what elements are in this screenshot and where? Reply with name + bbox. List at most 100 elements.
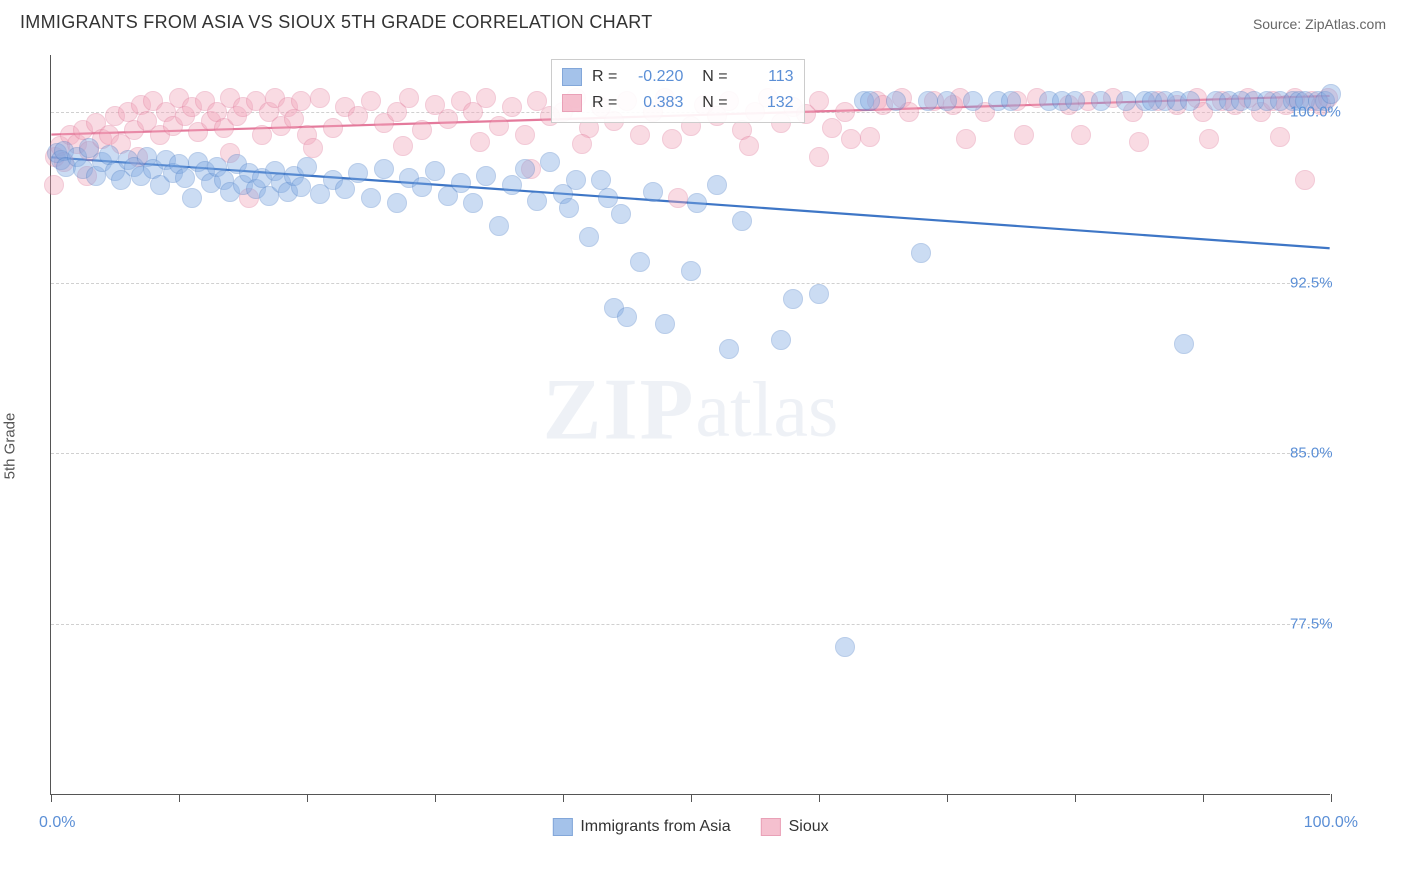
data-point	[591, 170, 611, 190]
data-point	[502, 175, 522, 195]
data-point	[579, 227, 599, 247]
data-point	[630, 252, 650, 272]
data-point	[1014, 125, 1034, 145]
data-point	[662, 129, 682, 149]
data-point	[1295, 170, 1315, 190]
data-point	[809, 147, 829, 167]
data-point	[348, 106, 368, 126]
data-point	[1001, 91, 1021, 111]
data-point	[335, 179, 355, 199]
y-axis-label: 5th Grade	[2, 413, 19, 480]
data-point	[956, 129, 976, 149]
legend-item-blue: Immigrants from Asia	[552, 818, 730, 836]
data-point	[476, 166, 496, 186]
x-tick	[819, 794, 820, 802]
legend: Immigrants from Asia Sioux	[552, 818, 828, 836]
x-tick	[947, 794, 948, 802]
data-point	[303, 138, 323, 158]
data-point	[655, 314, 675, 334]
swatch-blue	[552, 818, 572, 836]
data-point	[937, 91, 957, 111]
data-point	[476, 88, 496, 108]
data-point	[1116, 91, 1136, 111]
data-point	[297, 157, 317, 177]
stats-swatch-pink	[562, 94, 582, 112]
data-point	[175, 168, 195, 188]
data-point	[323, 118, 343, 138]
data-point	[771, 330, 791, 350]
gridline	[51, 283, 1330, 284]
data-point	[732, 211, 752, 231]
y-tick-label: 92.5%	[1290, 274, 1333, 291]
data-point	[630, 125, 650, 145]
data-point	[809, 91, 829, 111]
data-point	[470, 132, 490, 152]
x-tick	[51, 794, 52, 802]
watermark: ZIPatlas	[543, 359, 839, 460]
swatch-pink	[761, 818, 781, 836]
x-tick	[1203, 794, 1204, 802]
data-point	[911, 243, 931, 263]
data-point	[438, 109, 458, 129]
data-point	[681, 261, 701, 281]
data-point	[1065, 91, 1085, 111]
x-tick	[307, 794, 308, 802]
data-point	[1321, 84, 1341, 104]
data-point	[393, 136, 413, 156]
data-point	[489, 216, 509, 236]
data-point	[1199, 129, 1219, 149]
chart-source: Source: ZipAtlas.com	[1253, 16, 1386, 32]
gridline	[51, 624, 1330, 625]
data-point	[489, 116, 509, 136]
data-point	[425, 161, 445, 181]
data-point	[617, 307, 637, 327]
data-point	[643, 182, 663, 202]
data-point	[1091, 91, 1111, 111]
data-point	[707, 175, 727, 195]
gridline	[51, 453, 1330, 454]
data-point	[783, 289, 803, 309]
data-point	[860, 91, 880, 111]
chart-title: IMMIGRANTS FROM ASIA VS SIOUX 5TH GRADE …	[20, 12, 653, 32]
data-point	[566, 170, 586, 190]
data-point	[668, 188, 688, 208]
data-point	[559, 198, 579, 218]
data-point	[252, 125, 272, 145]
data-point	[687, 193, 707, 213]
data-point	[348, 163, 368, 183]
data-point	[809, 284, 829, 304]
x-min-label: 0.0%	[39, 814, 75, 832]
y-tick-label: 77.5%	[1290, 616, 1333, 633]
y-tick-label: 100.0%	[1290, 103, 1341, 120]
data-point	[412, 120, 432, 140]
plot-area: ZIPatlas R =-0.220 N =113 R =0.383 N =13…	[50, 55, 1330, 795]
data-point	[310, 88, 330, 108]
data-point	[611, 204, 631, 224]
stats-box: R =-0.220 N =113 R =0.383 N =132	[551, 59, 805, 123]
data-point	[361, 188, 381, 208]
data-point	[540, 152, 560, 172]
data-point	[515, 159, 535, 179]
data-point	[860, 127, 880, 147]
stats-swatch-blue	[562, 68, 582, 86]
data-point	[822, 118, 842, 138]
x-tick	[691, 794, 692, 802]
data-point	[1129, 132, 1149, 152]
data-point	[502, 97, 522, 117]
data-point	[44, 175, 64, 195]
y-tick-label: 85.0%	[1290, 445, 1333, 462]
x-tick	[435, 794, 436, 802]
data-point	[1180, 91, 1200, 111]
data-point	[918, 91, 938, 111]
data-point	[374, 159, 394, 179]
data-point	[719, 339, 739, 359]
data-point	[399, 88, 419, 108]
data-point	[451, 173, 471, 193]
legend-item-pink: Sioux	[761, 818, 829, 836]
x-max-label: 100.0%	[1304, 814, 1358, 832]
x-tick	[1331, 794, 1332, 802]
x-tick	[563, 794, 564, 802]
data-point	[572, 134, 592, 154]
data-point	[182, 188, 202, 208]
data-point	[963, 91, 983, 111]
